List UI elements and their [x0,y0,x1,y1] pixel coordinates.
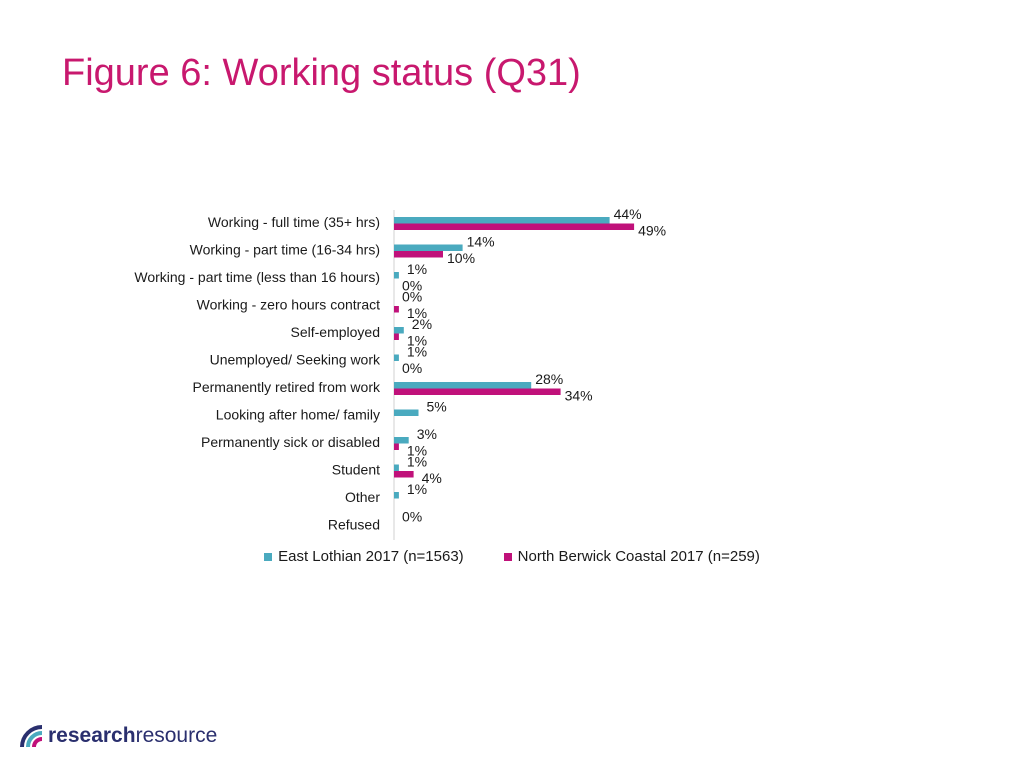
bar-series-2 [394,251,443,258]
page-title: Figure 6: Working status (Q31) [62,52,581,94]
category-label: Working - part time (less than 16 hours) [134,269,380,285]
data-label-series-2: 1% [407,443,427,459]
category-label: Student [332,462,380,478]
bar-series-1 [394,217,610,224]
bar-series-1 [394,354,399,361]
category-label: Self-employed [291,324,381,340]
bar-series-1 [394,244,463,251]
bar-series-2 [394,223,635,230]
bar-series-2 [394,471,414,478]
data-label-series-1: 14% [467,234,495,250]
category-label: Permanently retired from work [192,379,381,395]
data-label-series-2: 4% [422,470,442,486]
logo-mark-icon [20,725,43,748]
chart-legend: East Lothian 2017 (n=1563) North Berwick… [0,548,1024,565]
legend-item-east-lothian: East Lothian 2017 (n=1563) [264,548,464,565]
data-label-series-1: 1% [407,454,427,470]
legend-item-north-berwick: North Berwick Coastal 2017 (n=259) [503,548,760,565]
data-label-series-2: 0% [402,278,422,294]
legend-label-north-berwick: North Berwick Coastal 2017 (n=259) [517,548,760,565]
bar-series-1 [394,272,399,279]
data-label-series-2: 34% [565,388,593,404]
category-label: Other [345,489,380,505]
legend-label-east-lothian: East Lothian 2017 (n=1563) [278,548,464,565]
bar-series-1 [394,409,419,416]
bar-series-1 [394,327,404,334]
data-label-series-1: 5% [427,399,447,415]
data-label-series-2: 1% [407,305,427,321]
bar-series-1 [394,464,399,471]
logo-text-resource: resource [135,724,218,747]
data-label-series-1: 3% [417,426,437,442]
logo-text: researchresource [48,724,217,748]
data-label-series-1: 1% [407,261,427,277]
data-label-series-2: 49% [638,223,666,239]
logo-text-research: research [48,724,136,747]
data-label-series-2: 10% [447,250,475,266]
data-label-series-1: 1% [407,481,427,497]
category-label: Working - part time (16-34 hrs) [190,242,380,258]
legend-swatch-north-berwick [503,552,512,561]
category-label: Refused [328,517,380,533]
category-label: Working - zero hours contract [197,297,380,313]
category-label: Unemployed/ Seeking work [210,352,381,368]
bar-series-2 [394,388,561,395]
category-label: Working - full time (35+ hrs) [208,214,380,230]
data-label-series-1: 28% [535,371,563,387]
bar-series-1 [394,437,409,444]
research-resource-logo: researchresource [18,718,217,754]
category-label: Looking after home/ family [216,407,380,423]
data-label-series-1: 44% [614,206,642,222]
data-label-series-2: 0% [402,360,422,376]
data-label-series-1: 2% [412,316,432,332]
bar-series-2 [394,443,399,450]
bar-series-1 [394,492,399,499]
legend-swatch-east-lothian [264,552,273,561]
data-label-series-1: 1% [407,344,427,360]
data-label-series-1: 0% [402,289,422,305]
bar-series-1 [394,382,532,389]
data-label-series-2: 1% [407,333,427,349]
bar-series-2 [394,306,399,313]
category-label: Permanently sick or disabled [201,434,380,450]
bar-series-2 [394,333,399,340]
data-label-series-1: 0% [402,509,422,525]
